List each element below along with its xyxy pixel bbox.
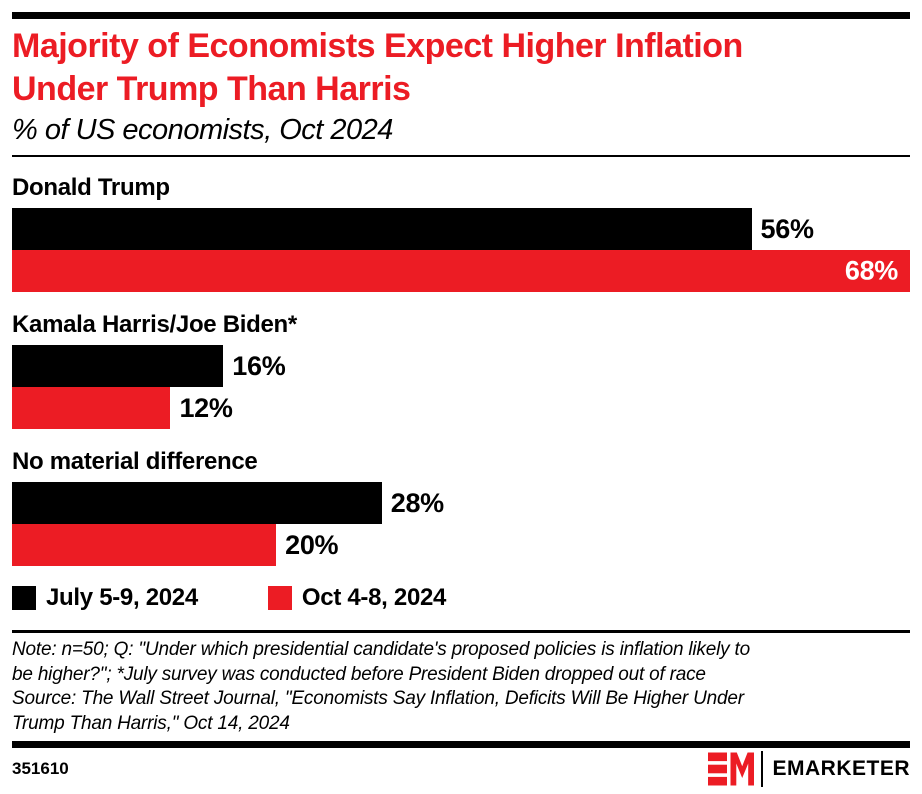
bar-july [12, 482, 382, 524]
note-text: Note: n=50; Q: "Under which presidential… [12, 639, 750, 685]
legend: July 5-9, 2024 Oct 4-8, 2024 [12, 584, 910, 612]
bar-groups: Donald Trump 56% 68% Kamala Harris/Joe Bide… [12, 173, 910, 566]
category-label: Kamala Harris/Joe Biden* [12, 311, 297, 338]
category-label: Donald Trump [12, 174, 170, 201]
value-label: 20% [285, 529, 339, 560]
bar-row: 16% [12, 345, 910, 387]
bar-oct [12, 524, 277, 566]
legend-swatch [12, 586, 36, 610]
value-label: 56% [760, 213, 814, 244]
value-label: 68% [844, 255, 898, 286]
emarketer-logo-mark [708, 752, 755, 786]
bar-group: Kamala Harris/Joe Biden* 16% 12% [12, 310, 910, 429]
bar-july [12, 208, 752, 250]
bar-group: No material difference 28% 20% [12, 447, 910, 566]
legend-item: Oct 4-8, 2024 [267, 584, 447, 612]
notes-block: Note: n=50; Q: "Under which presidential… [12, 638, 910, 736]
legend-label: July 5-9, 2024 [46, 584, 198, 611]
bar-row: 56% [12, 208, 910, 250]
bar-group: Donald Trump 56% 68% [12, 173, 910, 292]
value-label: 28% [390, 487, 444, 518]
bar-july [12, 345, 224, 387]
notes-divider-rule [12, 630, 910, 633]
footer: 351610 EMARKETER [12, 751, 910, 787]
legend-item: July 5-9, 2024 [12, 584, 198, 612]
bar-oct: 68% [12, 250, 910, 292]
category-label: No material difference [12, 448, 258, 475]
value-label: 16% [232, 350, 286, 381]
source-text: Source: The Wall Street Journal, "Econom… [12, 688, 744, 734]
chart-subtitle: % of US economists, Oct 2024 [12, 114, 393, 146]
bar-row: 20% [12, 524, 910, 566]
chart-title: Majority of Economists Expect Higher Inf… [12, 27, 743, 108]
top-rule [12, 12, 910, 19]
value-label: 12% [179, 392, 233, 423]
legend-label: Oct 4-8, 2024 [301, 584, 447, 611]
chart-id: 351610 [12, 759, 69, 778]
bar-row: 28% [12, 482, 910, 524]
bar-row: 68% [12, 250, 910, 292]
bar-row: 12% [12, 387, 910, 429]
emarketer-logo: EMARKETER [708, 751, 910, 787]
logo-divider [761, 751, 764, 787]
emarketer-wordmark: EMARKETER [772, 757, 910, 780]
legend-swatch [267, 586, 292, 610]
header-divider-rule [12, 155, 910, 157]
footer-rule [12, 741, 910, 748]
bar-oct [12, 387, 171, 429]
